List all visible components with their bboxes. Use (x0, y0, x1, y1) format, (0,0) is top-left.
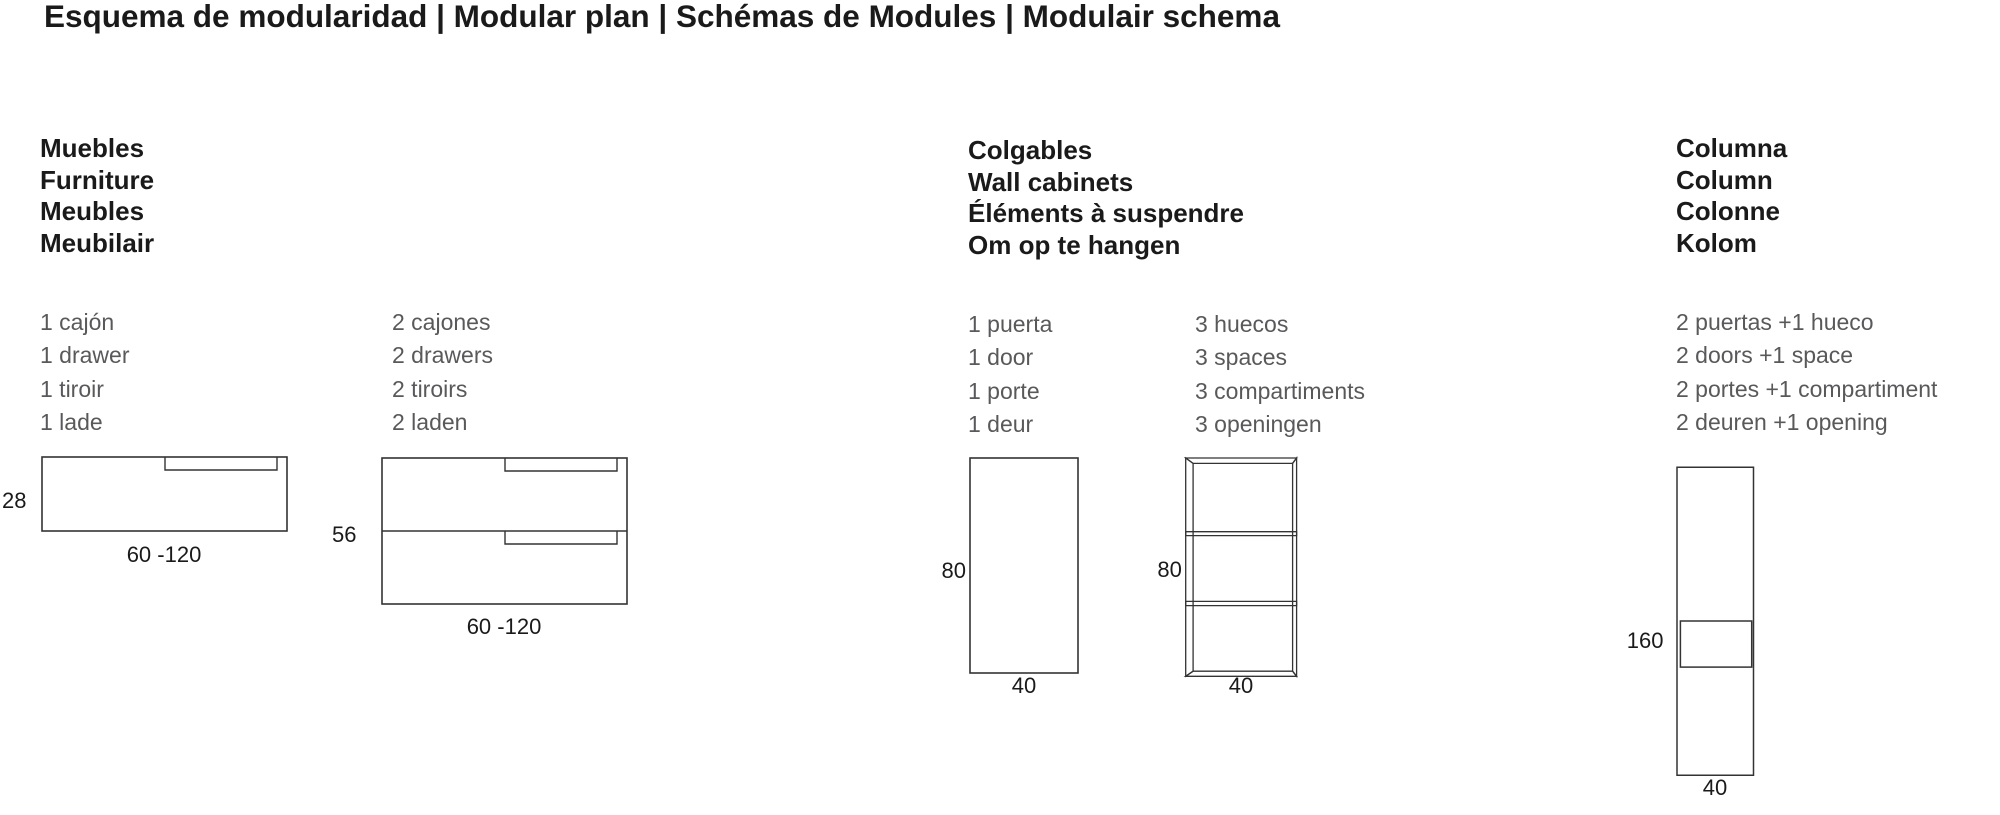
svg-text:28: 28 (2, 488, 26, 513)
svg-text:56: 56 (332, 522, 356, 547)
svg-text:80: 80 (1157, 557, 1181, 582)
svg-text:40: 40 (1229, 673, 1253, 698)
svg-text:40: 40 (1703, 775, 1727, 800)
svg-text:80: 80 (942, 558, 966, 583)
svg-text:160: 160 (1627, 628, 1664, 653)
svg-text:60 -120: 60 -120 (467, 614, 542, 639)
svg-text:60 -120: 60 -120 (127, 542, 202, 567)
svg-text:40: 40 (1012, 673, 1036, 698)
